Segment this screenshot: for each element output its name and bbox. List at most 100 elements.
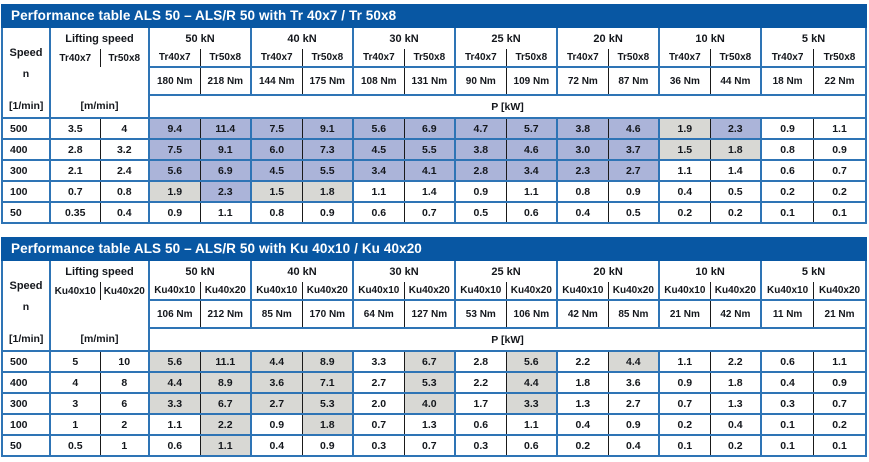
lifting-value-cell: 10 [99, 351, 150, 373]
lifting-value-cell: 2 [99, 414, 150, 436]
power-value-cell: 0.9 [813, 372, 866, 394]
lifting-value-cell: 0.8 [99, 181, 150, 203]
torque-cell: 18 Nm [760, 67, 814, 96]
table-row: 180 Nm 218 Nm 144 Nm 175 Nm 108 Nm 131 Nm 90 N… [2, 67, 866, 96]
power-value-cell: 0.2 [813, 414, 866, 436]
screw-label-cell: Ku40x20 [403, 282, 456, 301]
lifting-value-cell: 3 [49, 393, 100, 415]
power-value-cell: 3.8 [454, 139, 507, 161]
load-group-header: 20 kN [556, 261, 660, 282]
table-row: Speed n Lifting speed 50 kN 40 kN 30 kN 25 kN 2… [2, 28, 866, 80]
lifting-spacer-cell [48, 300, 150, 328]
power-value-cell: 4.4 [505, 372, 558, 394]
screw-label-cell: Tr40x7 [250, 49, 303, 68]
power-value-cell: 3.4 [352, 160, 405, 182]
power-value-cell: 1.7 [454, 393, 507, 415]
speed-symbol-label: n [22, 301, 30, 313]
power-value-cell: 2.8 [454, 351, 507, 373]
power-value-cell: 0.6 [148, 435, 201, 457]
power-value-cell: 8.9 [199, 372, 252, 394]
power-value-cell: 0.9 [607, 414, 660, 436]
speed-value-cell: 50 [2, 435, 50, 457]
speed-value-cell: 500 [2, 118, 50, 140]
speed-value-cell: 300 [2, 160, 50, 182]
power-value-cell: 8.9 [301, 351, 354, 373]
power-value-cell: 0.9 [658, 372, 711, 394]
power-value-cell: 1.3 [403, 414, 456, 436]
power-value-cell: 2.2 [556, 351, 609, 373]
screw-label-cell: Tr40x7 [760, 49, 814, 68]
power-value-cell: 3.6 [607, 372, 660, 394]
load-group-header: 5 kN [760, 28, 866, 49]
power-value-cell: 1.8 [709, 372, 762, 394]
screw-label-cell: Tr50x8 [99, 49, 150, 67]
power-value-cell: 6.9 [403, 118, 456, 140]
screw-label-cell: Ku40x20 [505, 282, 558, 301]
power-value-cell: 1.5 [250, 181, 303, 203]
table-row: 300 3 6 3.3 6.7 2.7 5.3 2.0 4.0 1.7 3.3 1.3 2.7 0.7 1.… [2, 393, 866, 415]
power-value-cell: 0.7 [403, 435, 456, 457]
power-value-cell: 9.1 [199, 139, 252, 161]
load-group-header: 50 kN [148, 261, 252, 282]
speed-value-cell: 100 [2, 181, 50, 203]
power-value-cell: 5.3 [301, 393, 354, 415]
power-value-cell: 1.1 [813, 118, 866, 140]
torque-cell: 42 Nm [709, 300, 762, 329]
power-value-cell: 1.9 [148, 181, 201, 203]
torque-cell: 180 Nm [148, 67, 201, 96]
screw-label-cell: Ku40x10 [352, 282, 405, 301]
power-value-cell: 0.7 [813, 160, 866, 182]
screw-label-cell: Tr40x7 [658, 49, 711, 68]
power-value-cell: 0.4 [556, 414, 609, 436]
lifting-value-cell: 6 [99, 393, 150, 415]
table-row: [1/min] [m/min] P [kW] [2, 328, 866, 352]
torque-cell: 170 Nm [301, 300, 354, 329]
lifting-unit-cell: [m/min] [48, 95, 150, 119]
speed-header-label: Speed [9, 47, 43, 59]
table-row: 100 1 2 1.1 2.2 0.9 1.8 0.7 1.3 0.6 1.1 0.4 0.9 0.2 0.… [2, 414, 866, 436]
power-value-cell: 6.7 [403, 351, 456, 373]
table-title-bar: Performance table ALS 50 – ALS/R 50 with… [1, 4, 867, 28]
screw-label-cell: Tr40x7 [148, 49, 201, 68]
power-value-cell: 0.3 [454, 435, 507, 457]
power-value-cell: 0.9 [301, 435, 354, 457]
torque-cell: 44 Nm [709, 67, 762, 96]
power-value-cell: 0.1 [760, 435, 814, 457]
power-value-cell: 11.1 [199, 351, 252, 373]
power-unit-cell: P [kW] [148, 328, 866, 352]
torque-cell: 109 Nm [505, 67, 558, 96]
power-value-cell: 6.7 [199, 393, 252, 415]
screw-label-cell: Ku40x20 [199, 282, 252, 301]
power-value-cell: 1.1 [352, 181, 405, 203]
power-value-cell: 0.1 [813, 435, 866, 457]
power-value-cell: 1.8 [301, 414, 354, 436]
table-row: 400 4 8 4.4 8.9 3.6 7.1 2.7 5.3 2.2 4.4 1.8 3.6 0.9 1.… [2, 372, 866, 394]
power-value-cell: 2.3 [556, 160, 609, 182]
torque-cell: 72 Nm [556, 67, 609, 96]
power-value-cell: 1.3 [556, 393, 609, 415]
table-row: Ku40x10 Ku40x20 Ku40x10 Ku40x20 Ku40x10 Ku40x… [2, 282, 866, 301]
power-value-cell: 1.1 [658, 160, 711, 182]
power-value-cell: 0.8 [250, 202, 303, 224]
torque-cell: 85 Nm [607, 300, 660, 329]
power-value-cell: 0.6 [760, 351, 814, 373]
screw-label-cell: Tr50x8 [403, 49, 456, 68]
table-row: Tr40x7 Tr50x8 Tr40x7 Tr50x8 Tr40x7 Tr50x8 Tr40… [2, 49, 866, 68]
power-value-cell: 1.4 [403, 181, 456, 203]
power-value-cell: 0.3 [352, 435, 405, 457]
torque-cell: 106 Nm [505, 300, 558, 329]
torque-cell: 53 Nm [454, 300, 507, 329]
speed-value-cell: 500 [2, 351, 50, 373]
screw-label-cell: Ku40x20 [301, 282, 354, 301]
power-value-cell: 0.4 [760, 372, 814, 394]
power-value-cell: 2.3 [709, 118, 762, 140]
lifting-spacer-cell [48, 67, 150, 95]
screw-label-cell: Tr50x8 [505, 49, 558, 68]
screw-label-cell: Tr40x7 [556, 49, 609, 68]
torque-cell: 218 Nm [199, 67, 252, 96]
lifting-value-cell: 4 [49, 372, 100, 394]
load-group-header: 20 kN [556, 28, 660, 49]
table-row: [1/min] [m/min] P [kW] [2, 95, 866, 119]
power-value-cell: 2.2 [454, 372, 507, 394]
screw-label-cell: Ku40x20 [99, 282, 150, 300]
